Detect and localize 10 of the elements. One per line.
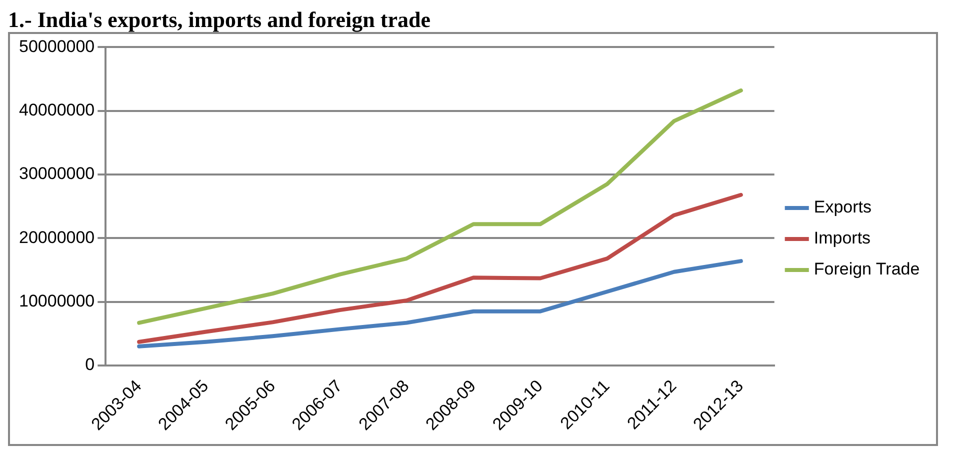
y-tick-label: 50000000 [18,36,95,56]
y-tick-label: 0 [85,355,95,374]
y-tick-label: 10000000 [18,291,95,310]
legend-label: Imports [814,228,871,248]
chart-title: 1.- India's exports, imports and foreign trade [8,7,432,32]
y-tick-label: 30000000 [18,164,95,184]
y-tick-label: 40000000 [18,100,95,120]
legend-label: Exports [814,198,872,217]
y-tick-label: 20000000 [18,228,95,247]
legend-label: Foreign Trade [814,260,920,279]
